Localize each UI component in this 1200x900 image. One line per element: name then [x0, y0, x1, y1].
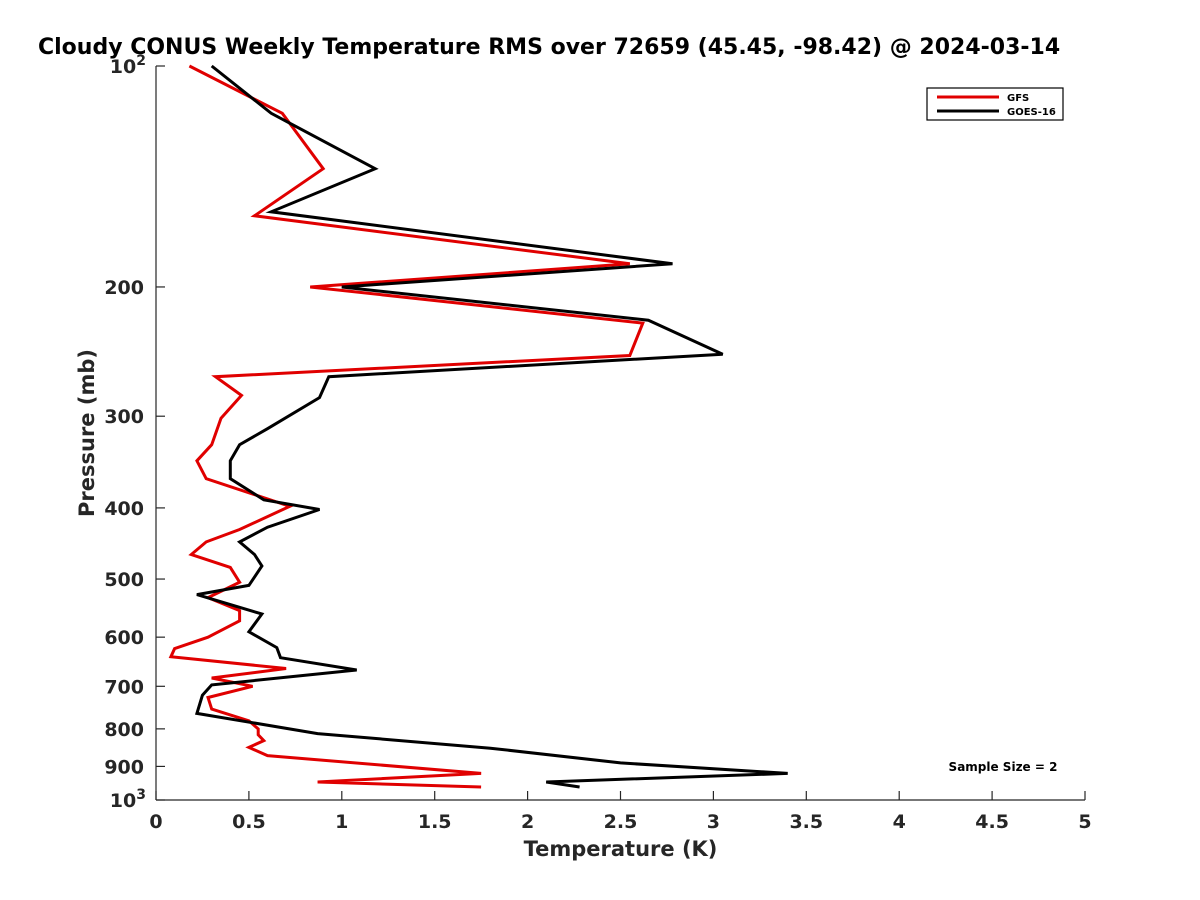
y-tick-label: 102: [110, 53, 146, 78]
y-tick-exponent: 2: [136, 53, 146, 69]
x-tick-label: 0.5: [232, 811, 266, 833]
x-tick-label: 0: [149, 811, 162, 833]
y-tick-base: 700: [104, 676, 144, 698]
y-tick-base: 400: [104, 498, 144, 520]
legend-box: [926, 87, 1064, 121]
x-tick-label: 4: [893, 811, 906, 833]
y-tick-label: 600: [104, 627, 144, 649]
legend: GFS GOES-16: [926, 87, 1064, 121]
legend-label: GFS: [1007, 93, 1029, 104]
y-tick-base: 900: [104, 756, 144, 778]
y-tick-label: 800: [104, 719, 144, 741]
y-tick-label: 200: [104, 277, 144, 299]
y-tick-base: 200: [104, 277, 144, 299]
y-tick-label: 900: [104, 756, 144, 778]
legend-label: GOES-16: [1007, 107, 1056, 118]
y-tick-label: 300: [104, 406, 144, 428]
y-tick-label: 700: [104, 676, 144, 698]
x-tick-label: 1.5: [418, 811, 452, 833]
sample-size-annotation: Sample Size = 2: [949, 760, 1058, 774]
series-line-gfs: [168, 64, 645, 789]
y-tick-base: 500: [104, 569, 144, 591]
y-tick-label: 500: [104, 569, 144, 591]
x-tick-label: 3.5: [789, 811, 823, 833]
x-tick-label: 3: [707, 811, 720, 833]
y-tick-base: 600: [104, 627, 144, 649]
x-axis-label: Temperature (K): [524, 837, 718, 861]
y-tick-label: 400: [104, 498, 144, 520]
y-tick-exponent: 3: [136, 787, 146, 803]
x-tick-label: 1: [335, 811, 348, 833]
y-tick-label: 103: [110, 787, 146, 812]
legend-entries: GFS GOES-16: [937, 93, 1056, 118]
y-axis-label: Pressure (mb): [75, 349, 99, 517]
y-tick-base: 300: [104, 406, 144, 428]
y-tick-base: 10: [110, 790, 136, 812]
x-tick-label: 4.5: [975, 811, 1009, 833]
chart-title: Cloudy CONUS Weekly Temperature RMS over…: [38, 35, 1060, 60]
y-tick-base: 10: [110, 56, 136, 78]
plot-area: [168, 64, 788, 789]
x-tick-label: 2: [521, 811, 534, 833]
series-line-goes-16: [194, 64, 788, 789]
x-tick-label: 2.5: [604, 811, 638, 833]
x-tick-label: 5: [1078, 811, 1091, 833]
y-tick-base: 800: [104, 719, 144, 741]
x-axis-ticks: 0 0.5 1 1.5 2 2.5 3 3.5 4 4.5 5: [149, 791, 1092, 833]
